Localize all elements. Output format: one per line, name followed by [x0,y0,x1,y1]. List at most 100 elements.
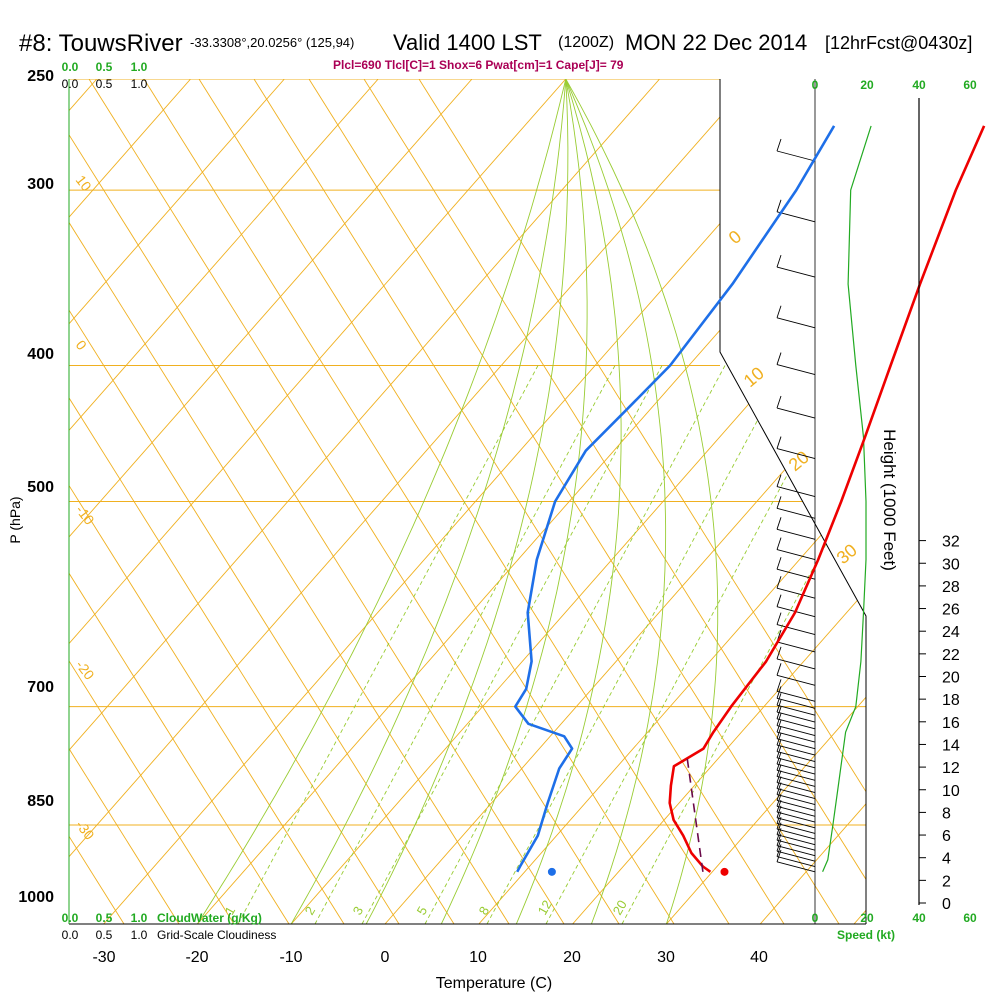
isotherm-line [69,79,660,924]
wind-barb [776,799,816,811]
cloudiness-axis-label: Grid-Scale Cloudiness [157,928,276,942]
wind-barb [776,845,816,857]
cloudiness-tick-label-top: 0.0 [62,77,79,91]
cloudwater-tick-label-bottom: 0.5 [96,911,113,925]
parcel-trace [686,756,704,872]
wind-barb-flag [776,395,782,409]
isotherm-line [572,79,866,924]
isotherm-label: -30 [73,817,98,843]
wind-barb [776,811,816,823]
station-title: #8: TouwsRiver [19,30,183,57]
wind-barb [776,711,816,723]
surface-temperature-dot [720,867,729,876]
speed-tick-label-top: 60 [963,78,977,92]
pressure-tick-label: 700 [27,679,54,696]
x-tick-label: -10 [279,949,302,966]
forecast-label: [12hrFcst@0430z] [825,33,973,53]
x-tick-label: -20 [185,949,208,966]
wind-profile [776,125,872,873]
wind-barb-flag [776,663,782,676]
pressure-tick-label: 1000 [18,889,54,906]
speed-tick-label-bottom: 20 [860,911,874,925]
pressure-tick-label: 250 [27,68,54,85]
wind-barb [776,731,816,743]
valid-time: Valid 1400 LST [393,30,542,55]
wind-barb [776,794,816,805]
zulu-time: (1200Z) [558,34,615,51]
height-tick-label: 18 [942,692,960,709]
x-tick-label: -30 [92,949,115,966]
wind-barb-flag [776,788,782,801]
speed-tick-label-top: 0 [812,78,819,92]
wind-barb-flag [776,496,782,509]
wind-barb [776,805,816,817]
wind-barb [776,486,816,498]
wind-barb-flag [776,436,782,449]
wind-barb-flag [776,557,782,570]
wind-barb [776,528,816,540]
wind-barb-flag [776,811,782,824]
moist-adiabat-line [565,79,719,924]
height-tick-label: 28 [942,579,960,596]
wind-barb [776,856,816,867]
moist-adiabat-line [440,79,588,924]
height-tick-label: 8 [942,805,951,822]
wind-barb-flag [776,646,782,660]
dry-adiabat-line [69,79,400,924]
wind-barb-flag [776,537,782,550]
indices-line: Plcl=690 Tlcl[C]=1 Shox=6 Pwat[cm]=1 Cap… [333,58,624,72]
wind-barb-flag [776,576,782,589]
dry-adiabat-line [198,79,730,924]
x-axis-label: Temperature (C) [436,975,552,992]
wind-barb-flag [776,199,782,212]
wind-barb-flag [776,474,782,487]
wind-barb [776,823,816,834]
wind-barb [776,861,816,873]
wind-barb-flag [776,594,782,607]
cloudiness-tick-label-bottom: 0.0 [62,928,79,942]
isotherm-line [853,79,866,924]
sounding-series [514,125,986,876]
dry-adiabat-line [69,79,510,924]
height-tick-label: 4 [942,851,951,868]
mixing-ratio-label: 2 [302,904,319,918]
mixing-ratio-line [486,365,788,924]
cloudiness-tick-label-top: 1.0 [131,77,148,91]
wind-barb [776,769,816,781]
isotherm-line [69,79,473,924]
wind-barb [776,150,816,162]
isotherm-label: -10 [73,502,98,528]
wind-barb-flag [776,138,782,152]
wind-barb [776,788,816,799]
isotherm-line [384,79,866,924]
height-tick-label: 20 [942,670,960,687]
plot-frame [68,79,867,925]
cloudwater-tick-label-top: 1.0 [131,60,148,74]
speed-tick-label-bottom: 40 [912,911,926,925]
wind-barb [776,704,816,716]
wind-barb [776,751,816,762]
dry-adiabat-line [69,79,565,924]
dry-adiabat-label: 20 [785,447,813,475]
mixing-ratio-line [237,365,539,924]
pressure-tick-label: 400 [27,346,54,363]
wind-barb [776,763,816,775]
station-coords: -33.3308°,20.0256° (125,94) [190,35,355,50]
cloudwater-tick-label-top: 0.5 [96,60,113,74]
wind-barb [776,850,816,862]
moist-adiabat-line [565,79,667,924]
dry-adiabat-line [69,79,345,924]
dry-adiabat-line [69,79,235,924]
moist-adiabat-line [515,79,622,924]
mixing-ratio-line [314,365,616,924]
dry-adiabat-label: 0 [725,226,746,248]
pressure-tick-label: 500 [27,479,54,496]
wind-barb [776,725,816,736]
wind-barb [776,317,816,329]
wind-barb-flag [776,352,782,365]
moist-adiabat-line [290,79,567,924]
speed-axis-label: Speed (kt) [837,928,895,942]
wind-barb [776,507,816,519]
mixing-ratio-label: 3 [350,904,367,918]
